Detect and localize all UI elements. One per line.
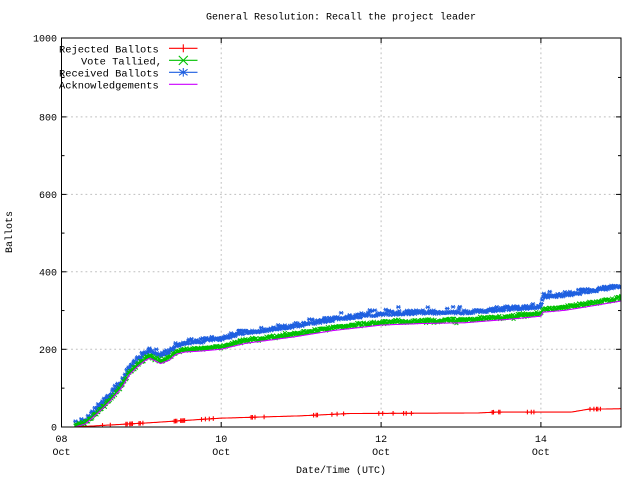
- svg-text:Date/Time (UTC): Date/Time (UTC): [296, 465, 386, 477]
- svg-text:600: 600: [39, 191, 57, 202]
- svg-text:General Resolution: Recall the: General Resolution: Recall the project l…: [206, 12, 476, 24]
- svg-text:10: 10: [215, 435, 227, 446]
- svg-text:Ballots: Ballots: [4, 211, 16, 253]
- svg-text:Received Ballots: Received Ballots: [59, 69, 159, 81]
- svg-text:200: 200: [39, 346, 57, 357]
- svg-text:Acknowledgements: Acknowledgements: [59, 81, 159, 93]
- svg-text:Oct: Oct: [212, 448, 230, 459]
- svg-text:1000: 1000: [33, 35, 57, 46]
- svg-text:Oct: Oct: [372, 448, 390, 459]
- svg-text:0: 0: [51, 424, 57, 435]
- svg-text:Vote Tallied,: Vote Tallied,: [81, 57, 162, 69]
- svg-text:800: 800: [39, 113, 57, 124]
- svg-text:Oct: Oct: [532, 448, 550, 459]
- svg-text:Rejected Ballots: Rejected Ballots: [59, 45, 159, 57]
- svg-text:Oct: Oct: [52, 448, 70, 459]
- svg-text:400: 400: [39, 268, 57, 279]
- svg-text:08: 08: [55, 435, 67, 446]
- svg-text:14: 14: [535, 435, 547, 446]
- svg-text:12: 12: [375, 435, 387, 446]
